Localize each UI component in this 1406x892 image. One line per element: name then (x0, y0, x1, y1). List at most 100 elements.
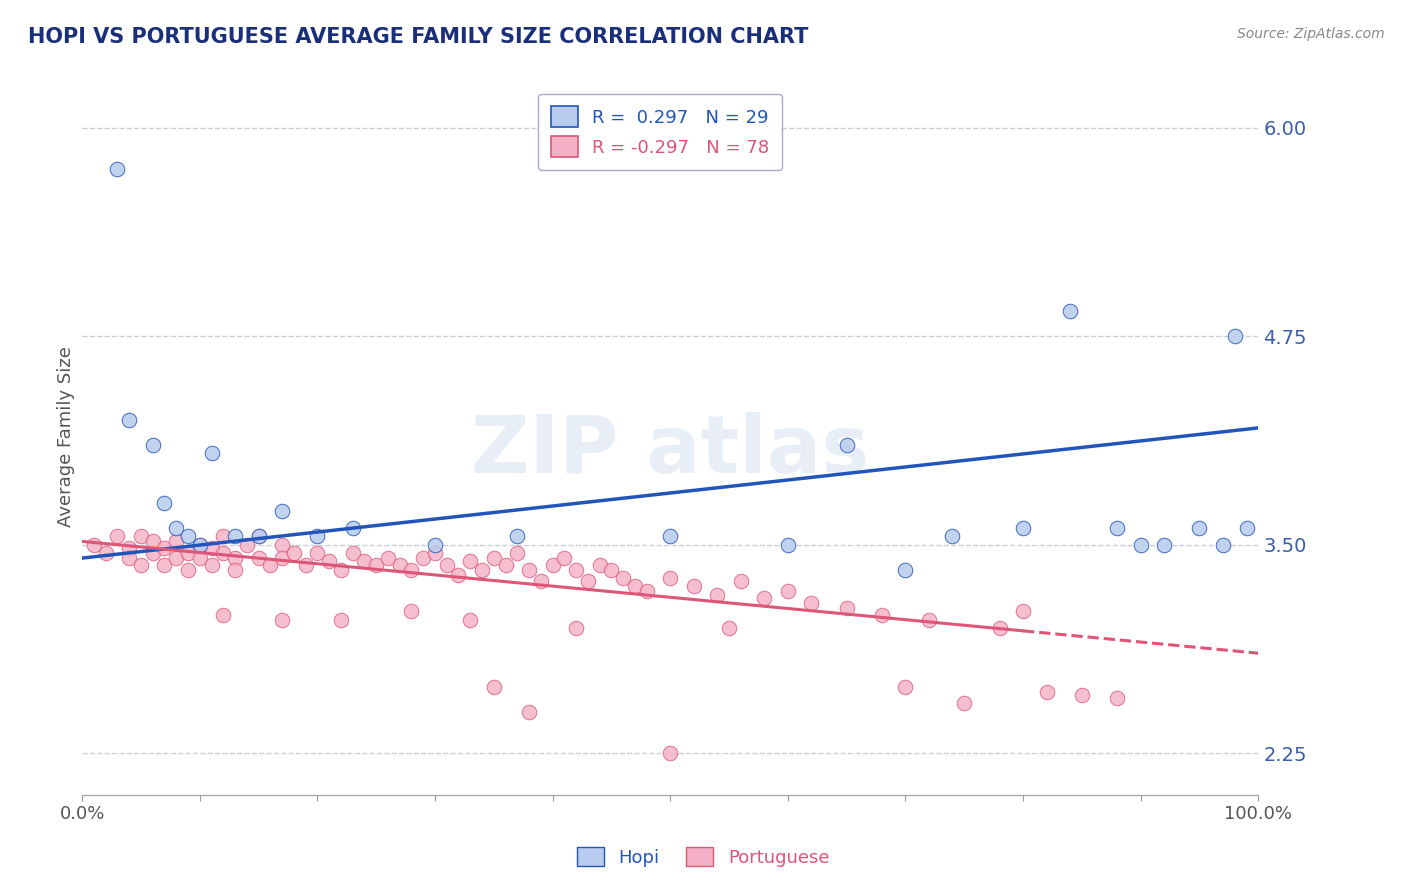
Legend: R =  0.297   N = 29, R = -0.297   N = 78: R = 0.297 N = 29, R = -0.297 N = 78 (538, 94, 782, 169)
Legend: Hopi, Portuguese: Hopi, Portuguese (569, 840, 837, 874)
Point (436, 558, 458, 572)
Point (894, 563, 917, 577)
Point (1012, 605, 1035, 619)
Point (941, 529, 963, 543)
Point (612, 571, 634, 585)
Point (659, 529, 682, 543)
Point (1035, 684, 1057, 698)
Point (1107, 691, 1129, 706)
Point (200, 558, 222, 572)
Point (588, 558, 610, 572)
Point (682, 579, 704, 593)
Point (236, 538, 259, 552)
Point (224, 563, 246, 577)
Point (636, 584, 658, 599)
Point (271, 504, 294, 518)
Point (177, 529, 200, 543)
Point (142, 546, 165, 560)
Y-axis label: Average Family Size: Average Family Size (58, 346, 75, 526)
Point (247, 529, 270, 543)
Point (482, 680, 505, 694)
Point (129, 558, 152, 572)
Point (918, 613, 941, 627)
Point (659, 571, 682, 585)
Point (94, 546, 117, 560)
Point (177, 563, 200, 577)
Point (835, 601, 858, 615)
Point (754, 591, 776, 606)
Point (401, 563, 423, 577)
Point (412, 551, 434, 566)
Point (318, 554, 340, 568)
Point (342, 546, 364, 560)
Point (506, 546, 529, 560)
Point (447, 567, 470, 582)
Point (894, 680, 917, 694)
Point (530, 574, 553, 589)
Point (118, 541, 141, 555)
Point (776, 538, 799, 552)
Point (247, 551, 270, 566)
Point (401, 605, 423, 619)
Point (259, 558, 281, 572)
Point (423, 546, 446, 560)
Point (565, 621, 588, 635)
Point (1070, 688, 1092, 702)
Point (271, 613, 294, 627)
Point (142, 437, 165, 451)
Point (458, 554, 481, 568)
Point (153, 541, 176, 555)
Point (212, 529, 235, 543)
Text: ZIP atlas: ZIP atlas (471, 411, 869, 490)
Point (294, 558, 316, 572)
Point (329, 563, 352, 577)
Point (1153, 538, 1175, 552)
Point (307, 546, 329, 560)
Point (83, 538, 105, 552)
Point (224, 551, 246, 566)
Point (118, 551, 141, 566)
Point (800, 596, 823, 610)
Point (271, 538, 294, 552)
Point (553, 551, 575, 566)
Point (366, 558, 388, 572)
Point (506, 529, 529, 543)
Point (1059, 304, 1081, 318)
Point (165, 534, 187, 549)
Point (953, 696, 976, 710)
Point (342, 521, 364, 535)
Point (495, 558, 517, 572)
Point (423, 538, 446, 552)
Point (1107, 521, 1129, 535)
Point (107, 162, 129, 177)
Point (776, 584, 799, 599)
Point (200, 446, 222, 460)
Point (565, 563, 588, 577)
Point (188, 538, 211, 552)
Text: Source: ZipAtlas.com: Source: ZipAtlas.com (1237, 27, 1385, 41)
Point (717, 621, 740, 635)
Point (153, 496, 176, 510)
Point (153, 558, 176, 572)
Point (247, 529, 270, 543)
Point (471, 563, 494, 577)
Point (224, 529, 246, 543)
Point (200, 541, 222, 555)
Point (388, 558, 411, 572)
Point (541, 558, 564, 572)
Point (129, 529, 152, 543)
Point (835, 437, 858, 451)
Point (600, 563, 623, 577)
Point (353, 554, 375, 568)
Point (271, 551, 294, 566)
Point (212, 607, 235, 622)
Point (1188, 521, 1211, 535)
Point (107, 529, 129, 543)
Point (870, 607, 893, 622)
Point (1012, 521, 1035, 535)
Point (1236, 521, 1258, 535)
Point (576, 574, 599, 589)
Text: HOPI VS PORTUGUESE AVERAGE FAMILY SIZE CORRELATION CHART: HOPI VS PORTUGUESE AVERAGE FAMILY SIZE C… (28, 27, 808, 46)
Point (988, 621, 1011, 635)
Point (659, 747, 682, 761)
